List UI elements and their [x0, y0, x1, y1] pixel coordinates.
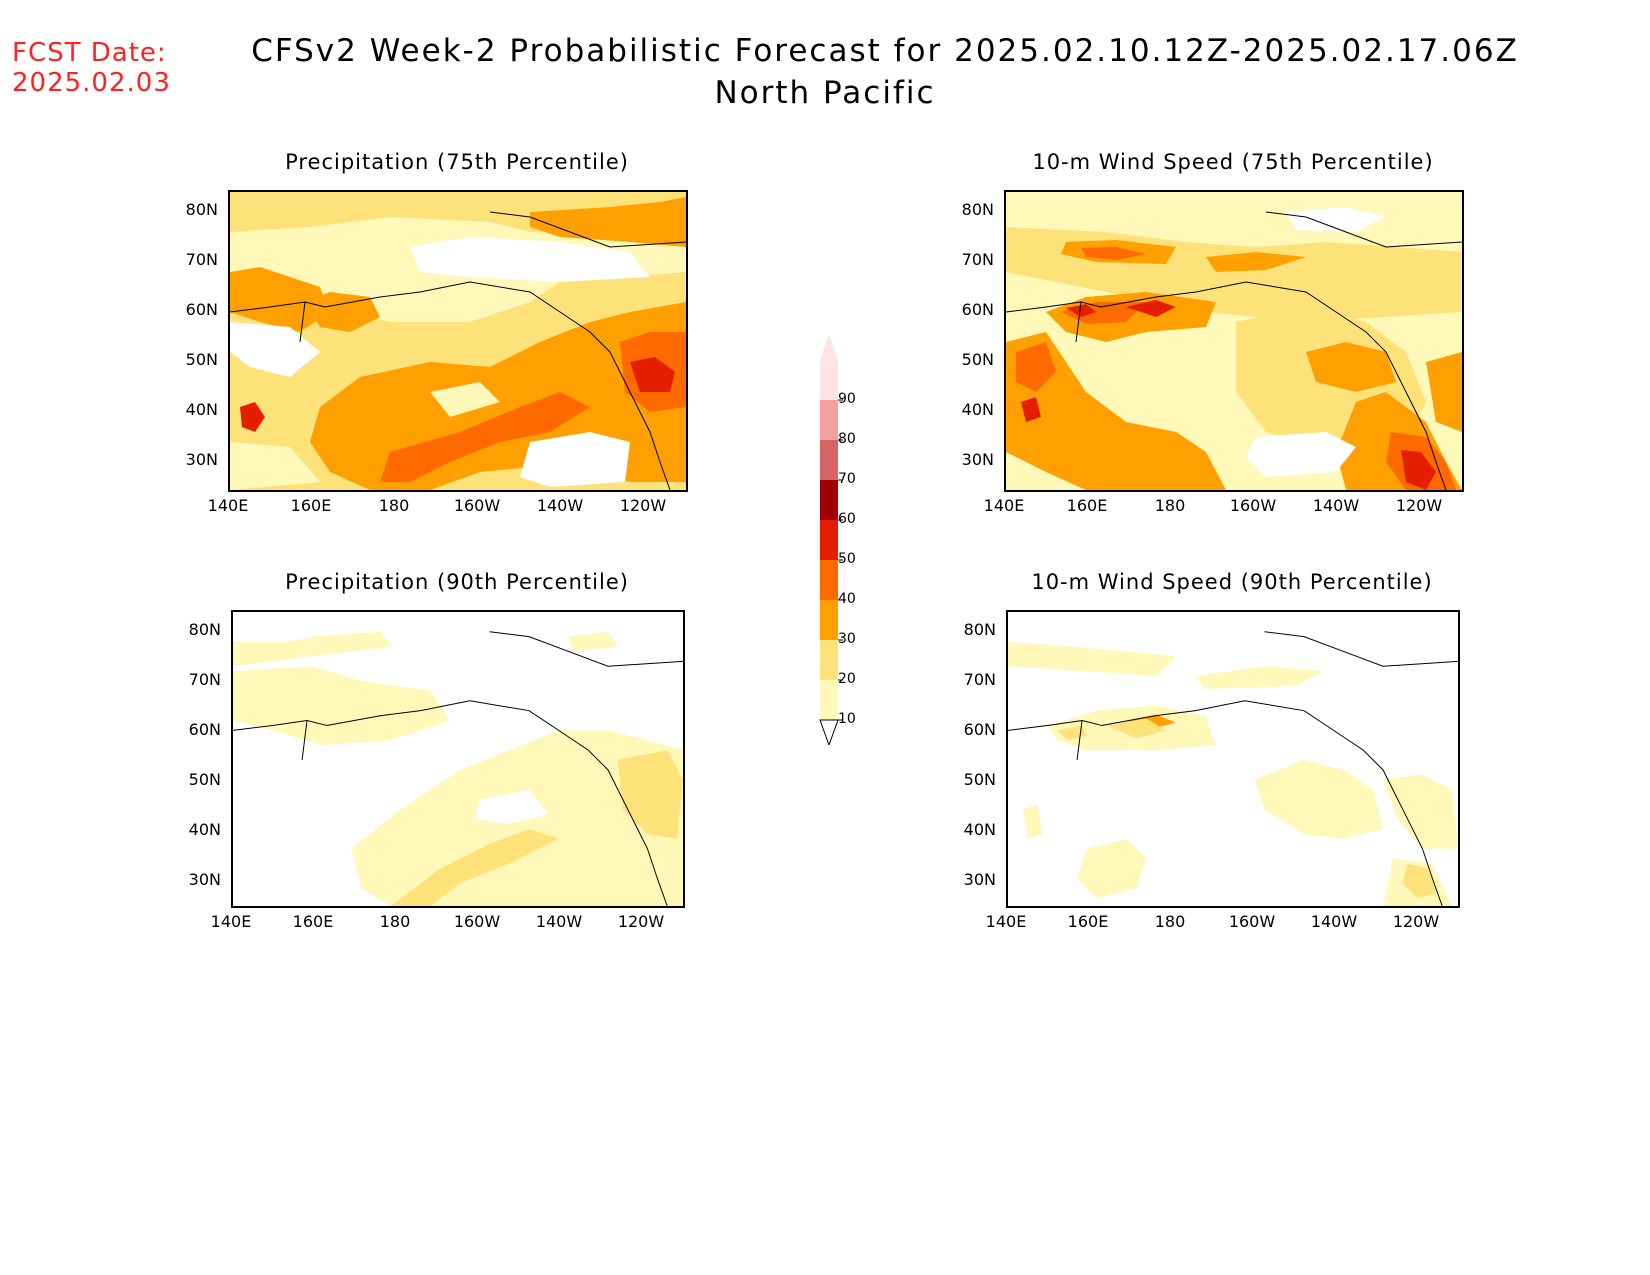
- colorbar-label: 30: [838, 631, 856, 647]
- map-wind-90: [1006, 610, 1460, 908]
- colorbar-label: 90: [838, 391, 856, 407]
- forecast-date-label: FCST Date:: [12, 38, 167, 68]
- colorbar-svg: [819, 335, 843, 747]
- lon-label: 120W: [1395, 496, 1443, 515]
- lat-label: 60N: [188, 720, 221, 739]
- lat-label: 40N: [188, 820, 221, 839]
- lat-label: 80N: [188, 620, 221, 639]
- lat-label: 80N: [963, 620, 996, 639]
- lon-label: 160W: [1229, 496, 1277, 515]
- colorbar-swatch: [820, 640, 838, 680]
- panel-title: 10-m Wind Speed (90th Percentile): [1031, 570, 1433, 594]
- colorbar-label: 60: [838, 511, 856, 527]
- lat-label: 80N: [185, 200, 218, 219]
- title-line-1: CFSv2 Week-2 Probabilistic Forecast for …: [251, 33, 1519, 69]
- lat-label: 30N: [963, 870, 996, 889]
- colorbar-swatch: [820, 400, 838, 440]
- lon-label: 140E: [210, 912, 252, 931]
- lat-label: 50N: [185, 350, 218, 369]
- map-precip-90: [231, 610, 685, 908]
- lat-label: 50N: [963, 770, 996, 789]
- colorbar-label: 50: [838, 551, 856, 567]
- map-wind-75: [1004, 190, 1464, 492]
- lon-label: 160E: [290, 496, 332, 515]
- colorbar-swatch: [820, 560, 838, 600]
- lat-label: 70N: [963, 670, 996, 689]
- page-title: CFSv2 Week-2 Probabilistic Forecast for …: [0, 30, 1650, 114]
- lon-label: 140E: [983, 496, 1025, 515]
- lon-label: 140E: [985, 912, 1027, 931]
- panel-title: Precipitation (75th Percentile): [285, 150, 629, 174]
- panel-wind-90: 10-m Wind Speed (90th Percentile) 80N 70…: [964, 570, 1460, 931]
- colorbar-swatch: [820, 520, 838, 560]
- lon-label: 160W: [1228, 912, 1276, 931]
- lon-label: 180: [1154, 912, 1186, 931]
- lat-label: 60N: [963, 720, 996, 739]
- lat-label: 60N: [961, 300, 994, 319]
- lon-label: 160W: [453, 496, 501, 515]
- lon-label: 160E: [1066, 496, 1108, 515]
- colorbar: [805, 335, 885, 747]
- lat-label: 30N: [185, 450, 218, 469]
- panel-title: 10-m Wind Speed (75th Percentile): [1032, 150, 1434, 174]
- panel-title: Precipitation (90th Percentile): [285, 570, 629, 594]
- colorbar-label: 80: [838, 431, 856, 447]
- lon-label: 180: [1154, 496, 1186, 515]
- colorbar-label: 40: [838, 591, 856, 607]
- lon-label: 120W: [617, 912, 665, 931]
- panel-precip-75: Precipitation (75th Percentile) 80N 70N …: [186, 150, 688, 515]
- panel-wind-75: 10-m Wind Speed (75th Percentile): [962, 150, 1464, 515]
- colorbar-swatch: [820, 440, 838, 480]
- lat-label: 40N: [185, 400, 218, 419]
- lon-label: 140W: [1312, 496, 1360, 515]
- colorbar-swatch: [820, 600, 838, 640]
- colorbar-swatch: [820, 480, 838, 520]
- lon-label: 120W: [1392, 912, 1440, 931]
- lat-label: 80N: [961, 200, 994, 219]
- lat-label: 70N: [185, 250, 218, 269]
- title-line-2: North Pacific: [714, 75, 936, 111]
- panel-precip-90: Precipitation (90th Percentile) 80N 70N …: [189, 570, 685, 931]
- lat-label: 70N: [961, 250, 994, 269]
- colorbar-swatch: [820, 360, 838, 400]
- lat-label: 30N: [961, 450, 994, 469]
- colorbar-top-cap: [820, 335, 838, 360]
- colorbar-label: 10: [838, 711, 856, 727]
- lon-label: 160E: [1067, 912, 1109, 931]
- colorbar-bottom-cap: [819, 719, 839, 747]
- colorbar-label: 70: [838, 471, 856, 487]
- lat-label: 50N: [188, 770, 221, 789]
- colorbar-swatch: [820, 680, 838, 720]
- lon-label: 180: [378, 496, 410, 515]
- lon-label: 140W: [1310, 912, 1358, 931]
- forecast-date-value: 2025.02.03: [12, 68, 171, 98]
- colorbar-label: 20: [838, 671, 856, 687]
- lon-label: 140W: [536, 496, 584, 515]
- forecast-date-block: FCST Date: 2025.02.03: [12, 38, 171, 98]
- lon-label: 180: [379, 912, 411, 931]
- lon-label: 140W: [535, 912, 583, 931]
- lat-label: 30N: [188, 870, 221, 889]
- lat-label: 70N: [188, 670, 221, 689]
- lat-label: 60N: [185, 300, 218, 319]
- map-precip-75: [228, 190, 688, 492]
- lon-label: 120W: [619, 496, 667, 515]
- lon-label: 160W: [453, 912, 501, 931]
- lat-label: 40N: [963, 820, 996, 839]
- lon-label: 160E: [292, 912, 334, 931]
- lat-label: 50N: [961, 350, 994, 369]
- lon-label: 140E: [207, 496, 249, 515]
- lat-label: 40N: [961, 400, 994, 419]
